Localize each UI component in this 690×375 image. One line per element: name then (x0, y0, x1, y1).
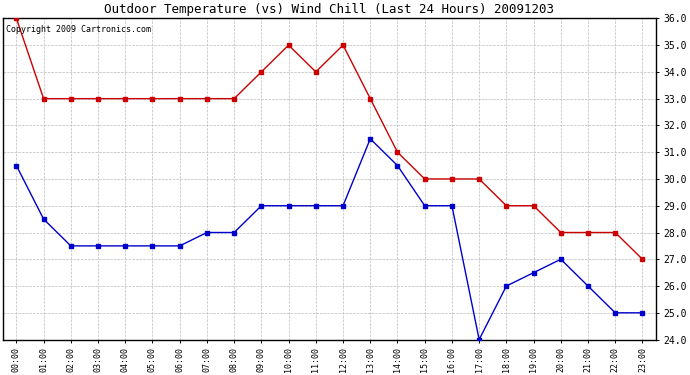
Text: Copyright 2009 Cartronics.com: Copyright 2009 Cartronics.com (6, 25, 151, 34)
Title: Outdoor Temperature (vs) Wind Chill (Last 24 Hours) 20091203: Outdoor Temperature (vs) Wind Chill (Las… (104, 3, 555, 16)
